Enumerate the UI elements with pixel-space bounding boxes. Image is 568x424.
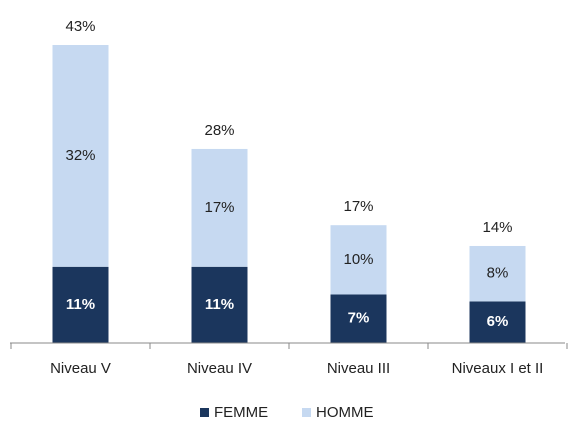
bar-segment <box>191 148 248 267</box>
total-label: 14% <box>482 219 512 236</box>
x-tick-label: Niveau III <box>327 360 390 377</box>
legend-label: FEMME <box>214 404 268 421</box>
legend-swatch <box>200 408 209 417</box>
value-label: 11% <box>205 296 234 313</box>
value-label: 8% <box>487 265 509 282</box>
bar-segment <box>330 294 387 343</box>
x-tick-label: Niveau IV <box>187 360 252 377</box>
bar-segment <box>52 45 109 267</box>
bar-segment <box>330 225 387 295</box>
legend-swatch <box>302 408 311 417</box>
legend-label: HOMME <box>316 404 374 421</box>
total-label: 28% <box>204 122 234 139</box>
value-label: 10% <box>343 251 373 268</box>
value-label: 17% <box>204 199 234 216</box>
x-tick-label: Niveaux I et II <box>452 360 544 377</box>
x-tick-label: Niveau V <box>50 360 111 377</box>
value-label: 6% <box>487 313 509 330</box>
total-label: 43% <box>65 18 95 35</box>
bar-segment <box>469 245 526 302</box>
bar-segment <box>52 266 109 343</box>
bar-segment <box>469 301 526 343</box>
value-label: 11% <box>66 296 95 313</box>
value-label: 32% <box>65 147 95 164</box>
total-label: 17% <box>343 198 373 215</box>
bar-segment <box>191 266 248 343</box>
value-label: 7% <box>348 310 370 327</box>
